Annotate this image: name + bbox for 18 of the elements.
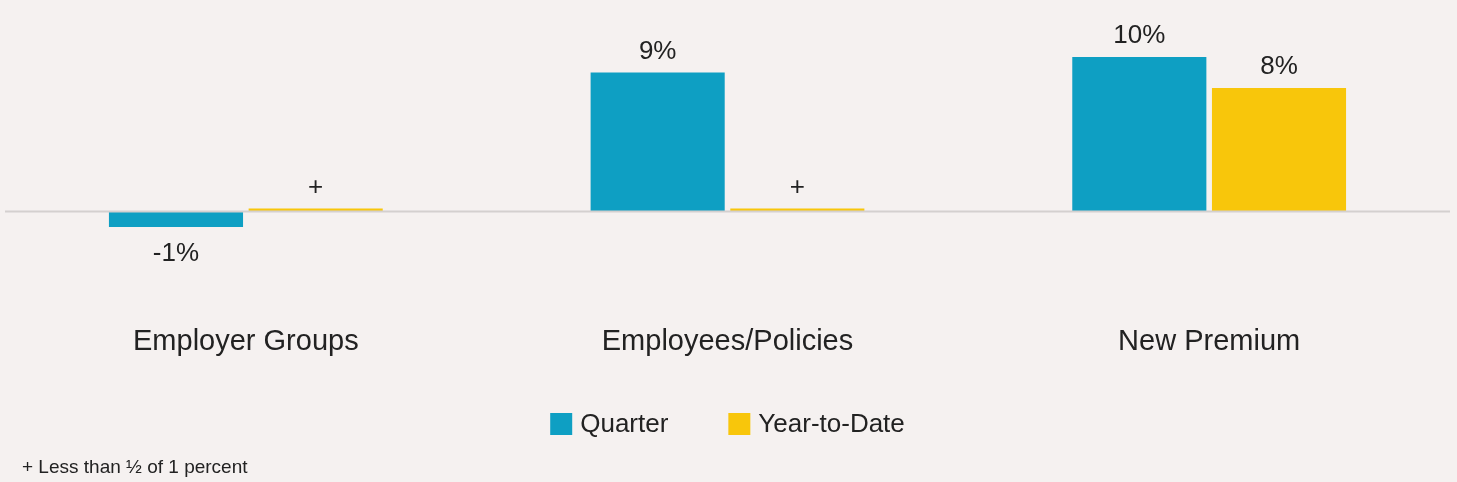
bar [248, 208, 383, 212]
x-tick-label: Employees/Policies [601, 324, 854, 356]
data-label: 10% [1113, 19, 1166, 50]
x-tick-label: Employer Groups [133, 324, 359, 356]
data-label: 8% [1260, 50, 1298, 81]
legend-label: Year-to-Date [758, 408, 905, 439]
bar [590, 72, 725, 212]
x-tick-label: New Premium [1118, 324, 1301, 356]
data-label: + [789, 170, 805, 201]
text: + Less than ½ of 1 percent [22, 456, 248, 478]
bar [730, 208, 865, 212]
data-label: 9% [638, 34, 677, 65]
data-label: -1% [152, 237, 200, 268]
bar [108, 211, 244, 227]
bar [1072, 57, 1207, 212]
bar [1211, 87, 1347, 212]
data-label: + [308, 170, 324, 201]
legend-label: Quarter [580, 408, 669, 439]
